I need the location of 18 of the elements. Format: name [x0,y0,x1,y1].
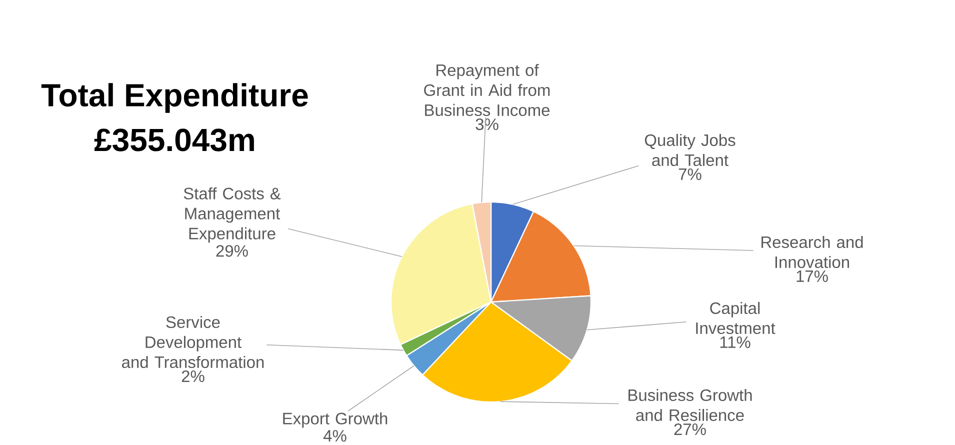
slice-label: Repayment of Grant in Aid from Business Income [424,64,550,116]
data-label: 29% [216,245,248,257]
data-label: 11% [720,336,750,348]
slice-label: Export Growth [283,412,388,428]
data-label: 17% [796,270,828,282]
slice-label: Capital Investment [696,302,776,334]
data-label: 7% [678,168,702,180]
data-label: 4% [323,430,346,442]
text: £355.043m [94,128,254,152]
text: Total Expenditure [41,83,308,113]
slice-label: Staff Costs & Management Expenditure [184,187,281,243]
slice-label: Service Development and Transformation [122,316,264,368]
slice-label: Quality Jobs and Talent [644,134,736,166]
slice-label: Business Growth and Resilience [628,388,752,422]
slice-label: Research and Innovation [762,236,863,268]
data-label: 27% [674,423,706,436]
data-label: 2% [182,370,204,382]
data-label: 3% [476,118,498,130]
